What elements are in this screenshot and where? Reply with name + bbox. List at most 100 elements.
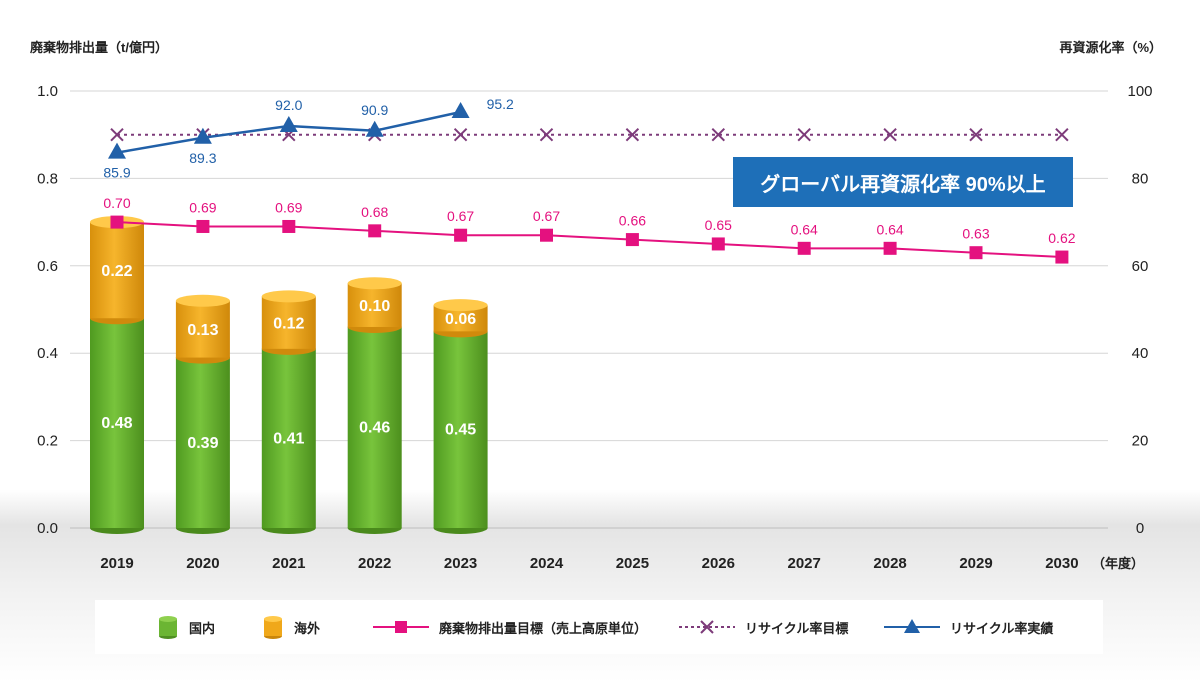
legend-item-domestic: 国内 xyxy=(157,600,215,654)
recycle-target-marker xyxy=(1055,127,1069,142)
waste-target-marker xyxy=(540,228,553,242)
waste-target-label: 0.64 xyxy=(791,221,818,237)
y-right-axis-title: 再資源化率（%） xyxy=(1059,40,1162,55)
waste-target-label: 0.69 xyxy=(189,199,216,215)
y-left-axis-title: 廃棄物排出量（t/億円） xyxy=(29,40,168,55)
bar-domestic xyxy=(347,326,402,528)
waste-target-label: 0.68 xyxy=(361,204,388,220)
waste-target-label: 0.63 xyxy=(962,226,989,242)
waste-target-marker xyxy=(454,228,468,242)
recycle-target-marker xyxy=(969,127,983,142)
legend-item-waste-target: 廃棄物排出量目標（売上高原単位） xyxy=(373,600,647,654)
bar-overseas xyxy=(90,222,144,319)
recycle-target-marker xyxy=(453,127,468,142)
bar-domestic-label: 0.46 xyxy=(359,419,390,436)
bar-domestic xyxy=(261,348,316,528)
recycle-actual-label: 85.9 xyxy=(103,165,130,181)
x-axis-unit: （年度） xyxy=(1092,556,1144,571)
bar-overseas-label: 0.13 xyxy=(187,322,218,339)
recycle-actual-marker xyxy=(108,142,126,159)
recycle-actual-label: 95.2 xyxy=(487,96,514,112)
x-tick-label: 2030 xyxy=(1045,555,1078,572)
x-tick-label: 2028 xyxy=(873,555,906,572)
legend-domestic-swatch xyxy=(159,616,177,639)
bar-domestic-label: 0.48 xyxy=(101,415,132,432)
x-tick-label: 2027 xyxy=(788,555,821,572)
waste-target-line xyxy=(116,221,1062,259)
x-tick-label: 2029 xyxy=(959,555,992,572)
legend-item-recycle-actual: リサイクル率実績 xyxy=(884,600,1053,654)
legend-recycle-actual-swatch xyxy=(884,619,940,633)
legend-waste-target-swatch xyxy=(373,621,429,633)
recycle-actual-label: 92.0 xyxy=(275,97,302,113)
bar-domestic-label: 0.39 xyxy=(187,435,218,452)
bar-domestic xyxy=(90,318,144,528)
waste-target-marker xyxy=(969,246,983,260)
bar-domestic-label: 0.41 xyxy=(273,430,304,447)
waste-target-label: 0.66 xyxy=(619,213,646,229)
y-right-tick-label: 100 xyxy=(1127,83,1152,100)
waste-target-label: 0.64 xyxy=(876,221,903,237)
y-left-tick-label: 0.8 xyxy=(37,170,58,187)
y-right-tick-label: 0 xyxy=(1136,520,1144,537)
annotation-text: グローバル再資源化率 90%以上 xyxy=(760,172,1045,196)
bar-domestic xyxy=(175,357,230,528)
waste-target-label: 0.65 xyxy=(705,217,732,233)
recycle-actual-marker xyxy=(451,101,470,118)
waste-target-marker xyxy=(797,241,811,255)
recycle-actual-marker xyxy=(365,120,384,137)
y-right-tick-label: 40 xyxy=(1132,345,1149,362)
bar-domestic-label: 0.45 xyxy=(445,422,476,439)
bar-domestic xyxy=(433,331,488,528)
recycle-actual-label: 90.9 xyxy=(361,102,388,118)
x-tick-label: 2024 xyxy=(530,555,564,572)
waste-target-marker xyxy=(1055,250,1069,264)
legend-item-overseas: 海外 xyxy=(262,600,320,654)
legend-overseas-swatch xyxy=(264,616,282,639)
recycle-target-marker xyxy=(625,127,640,142)
legend-waste-target-label: 廃棄物排出量目標（売上高原単位） xyxy=(439,620,648,636)
x-tick-label: 2023 xyxy=(444,555,477,572)
bar-overseas-label: 0.22 xyxy=(101,263,132,280)
y-right-tick-label: 80 xyxy=(1132,170,1149,187)
bar-overseas-label: 0.12 xyxy=(273,316,304,333)
waste-target-label: 0.69 xyxy=(275,199,302,215)
recycle-target-marker xyxy=(883,127,897,142)
recycle-target-marker xyxy=(711,127,726,142)
x-tick-label: 2021 xyxy=(272,555,305,572)
waste-target-marker xyxy=(368,224,382,238)
x-tick-label: 2025 xyxy=(616,555,649,572)
recycle-actual-marker xyxy=(279,115,298,132)
waste-target-marker xyxy=(196,219,210,233)
waste-target-marker xyxy=(883,241,897,255)
y-right-tick-label: 60 xyxy=(1132,258,1149,275)
legend-overseas-label: 海外 xyxy=(294,620,321,636)
recycle-target-marker xyxy=(539,127,554,142)
bar-overseas-label: 0.10 xyxy=(359,298,390,315)
x-tick-label: 2022 xyxy=(358,555,391,572)
legend-recycle-target-label: リサイクル率目標 xyxy=(745,620,849,636)
recycle-target-marker xyxy=(797,127,811,142)
y-left-tick-label: 0.2 xyxy=(37,433,58,450)
recycle-actual-label: 89.3 xyxy=(189,150,216,166)
waste-target-label: 0.62 xyxy=(1048,230,1075,246)
annotation-box xyxy=(733,157,1073,207)
waste-target-label: 0.67 xyxy=(533,208,560,224)
bar-overseas xyxy=(175,300,230,358)
x-tick-label: 2019 xyxy=(100,555,133,572)
waste-target-marker xyxy=(625,233,639,247)
legend-item-recycle-target: リサイクル率目標 xyxy=(679,600,848,654)
legend-recycle-target-swatch xyxy=(679,620,735,634)
y-left-tick-label: 0.0 xyxy=(37,520,58,537)
waste-target-label: 0.70 xyxy=(103,195,130,211)
y-left-tick-label: 1.0 xyxy=(37,83,58,100)
bar-overseas xyxy=(261,296,316,349)
waste-target-label: 0.67 xyxy=(447,208,474,224)
x-tick-label: 2026 xyxy=(702,555,735,572)
x-tick-label: 2020 xyxy=(186,555,219,572)
waste-target-marker xyxy=(711,237,725,251)
chart-legend: 国内 海外 廃棄物排出量目標（売上高原単位） リサイクル率目標 リサイクル率実績 xyxy=(95,600,1103,654)
bar-overseas-top xyxy=(347,277,402,290)
recycle-actual-marker xyxy=(193,127,212,144)
